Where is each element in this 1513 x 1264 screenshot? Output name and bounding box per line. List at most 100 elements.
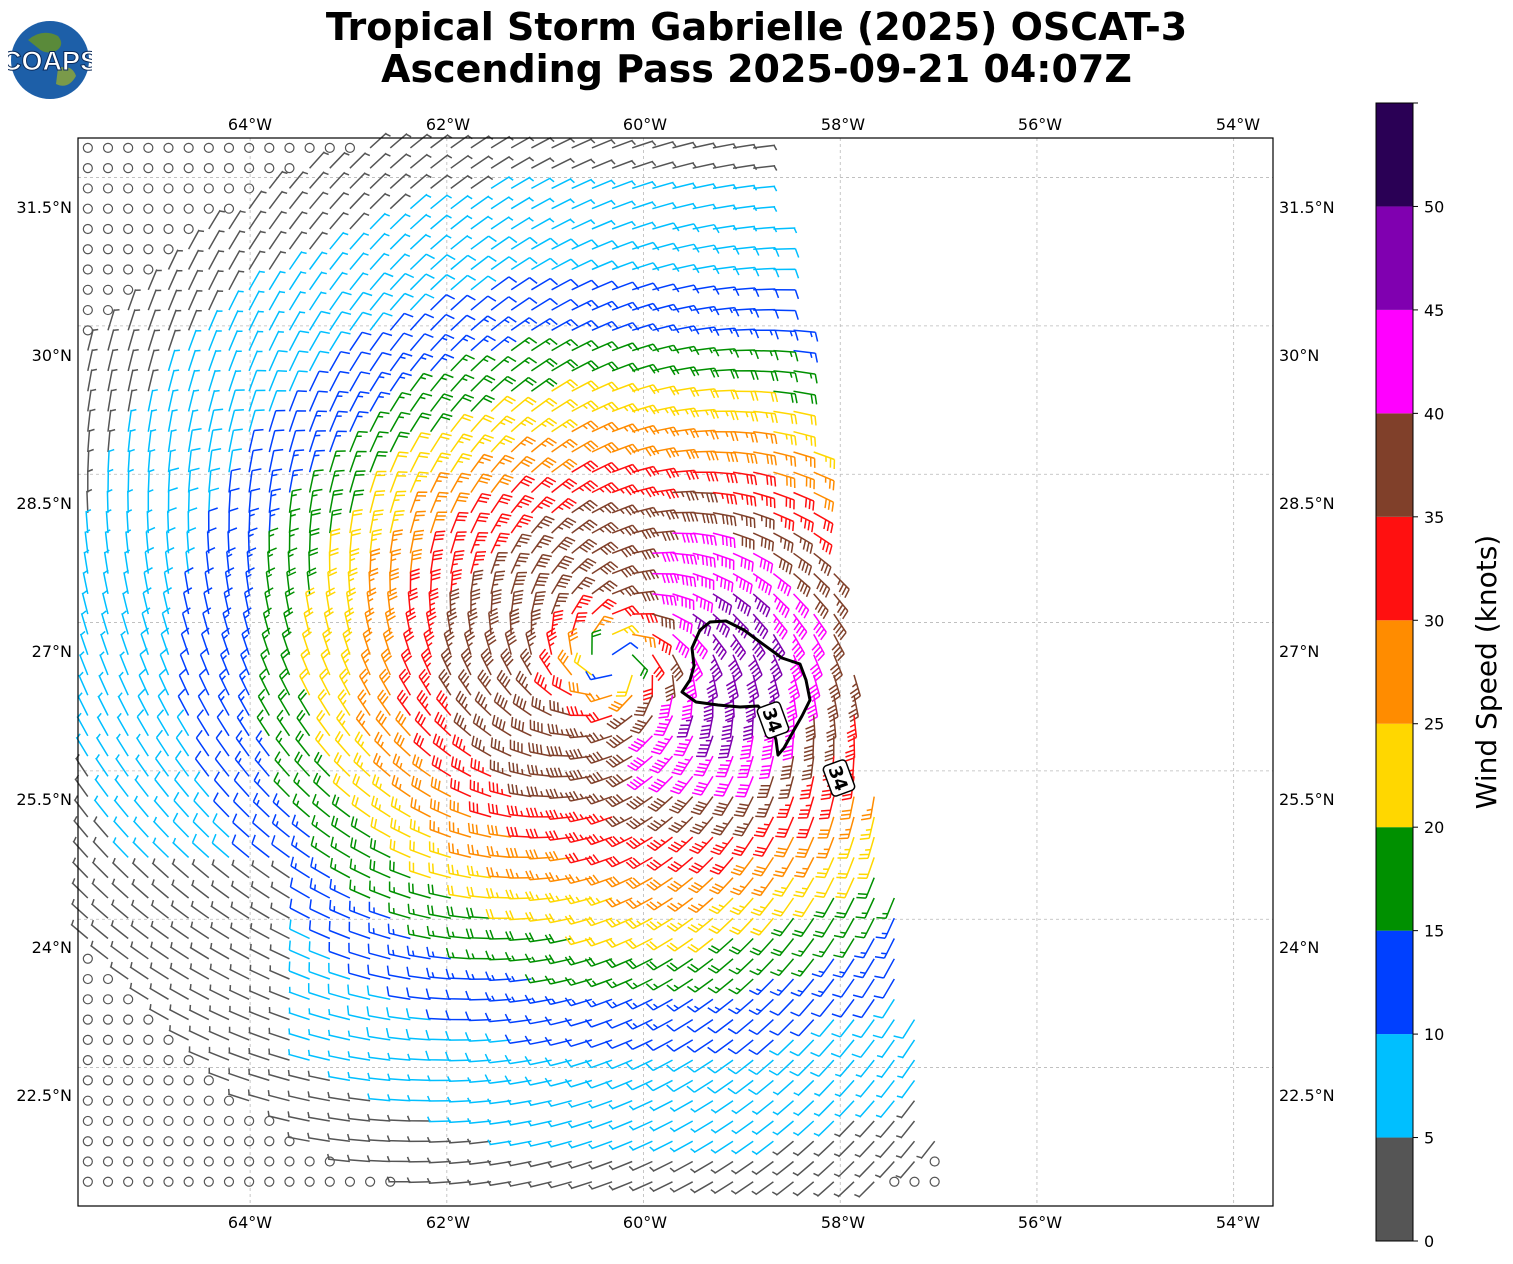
lon-tick-label: 54°W [1216,115,1260,134]
wind-barb [139,647,149,676]
calm-wind-marker [163,1075,174,1086]
wind-barb [748,978,774,996]
wind-barb [813,512,834,534]
wind-barb [287,1090,310,1102]
wind-barb [752,552,774,574]
colorbar-bin [1376,103,1413,207]
wind-barb [510,356,538,372]
wind-barb [793,390,818,405]
wind-barb [460,648,473,676]
wind-barb [551,555,575,575]
wind-barb [467,1179,492,1186]
wind-barb [564,955,593,966]
lat-tick-label: 28.5°N [16,494,72,513]
wind-barb [358,668,371,696]
wind-barb [268,488,282,513]
wind-barb [333,752,351,777]
wind-barb [129,941,149,960]
wind-barb [751,1120,774,1136]
wind-barb [160,627,170,655]
wind-barb [188,1046,210,1061]
wind-barb [167,289,182,311]
wind-barb [127,428,136,453]
wind-barb [349,547,360,574]
wind-barb [631,445,660,457]
wind-barb [525,870,552,881]
lat-tick-label: 31.5°N [1279,198,1335,217]
wind-barb [427,883,451,899]
wind-barb [605,1059,633,1070]
calm-wind-marker [163,142,174,153]
wind-barb [234,750,250,777]
wind-barb [816,836,835,859]
wind-barb [773,512,795,532]
wind-barb [584,854,613,866]
wind-barb [731,1120,754,1135]
wind-barb [325,587,336,615]
calm-wind-marker [244,1115,255,1127]
wind-barb [209,942,230,960]
wind-barb [100,630,109,655]
wind-barb [409,568,420,594]
wind-barb [329,899,351,919]
wind-barb [308,271,327,291]
calm-wind-marker [102,142,114,153]
calm-wind-marker [223,1115,235,1127]
wind-barb [169,962,189,980]
wind-barb [611,524,640,536]
wind-barb [378,668,391,696]
wind-barb [480,648,494,676]
wind-barb [895,1120,916,1139]
lat-tick-label: 30°N [32,346,72,365]
calm-wind-marker [82,1095,93,1106]
wind-barb [732,225,758,232]
wind-barb [490,532,510,554]
wind-barb [296,709,311,737]
wind-barb [450,194,473,210]
wind-barb [370,816,391,838]
calm-wind-marker [102,1075,114,1086]
wind-barb [813,491,835,512]
wind-barb [510,336,538,352]
wind-barb [349,152,371,169]
wind-barb [527,1099,552,1107]
wind-barb [122,590,129,615]
wind-barb [571,198,596,210]
wind-barb [167,309,182,331]
wind-barb [327,1029,351,1041]
contour-label-box [756,701,790,739]
wind-barb [833,917,855,939]
wind-barb [208,209,226,230]
wind-barb [646,856,673,871]
wind-barb [712,512,737,527]
wind-barb [793,1100,815,1117]
wind-barb [175,729,190,757]
wind-barb [308,469,324,493]
wind-barb [167,329,181,351]
wind-barb [208,408,224,432]
wind-barb [703,695,714,721]
wind-barb [646,897,673,911]
wind-barb [775,816,795,838]
wind-barb [510,552,530,574]
wind-barb [329,251,349,270]
wind-barb [430,353,455,372]
wind-barb [470,195,494,210]
wind-barb [873,978,895,999]
wind-barb [451,734,472,757]
wind-barb [369,312,393,331]
wind-barb [228,448,243,473]
wind-barb [706,674,719,702]
wind-barb [591,598,617,615]
wind-barb [429,549,444,574]
wind-barb [79,630,89,655]
wind-barb [530,437,557,453]
wind-barb [712,552,735,571]
wind-barb [389,233,411,250]
wind-barb [174,750,190,777]
wind-barb [770,917,795,937]
wind-barb [687,917,714,933]
wind-barb [833,1181,855,1198]
wind-barb [329,191,350,210]
wind-barb [692,285,720,295]
